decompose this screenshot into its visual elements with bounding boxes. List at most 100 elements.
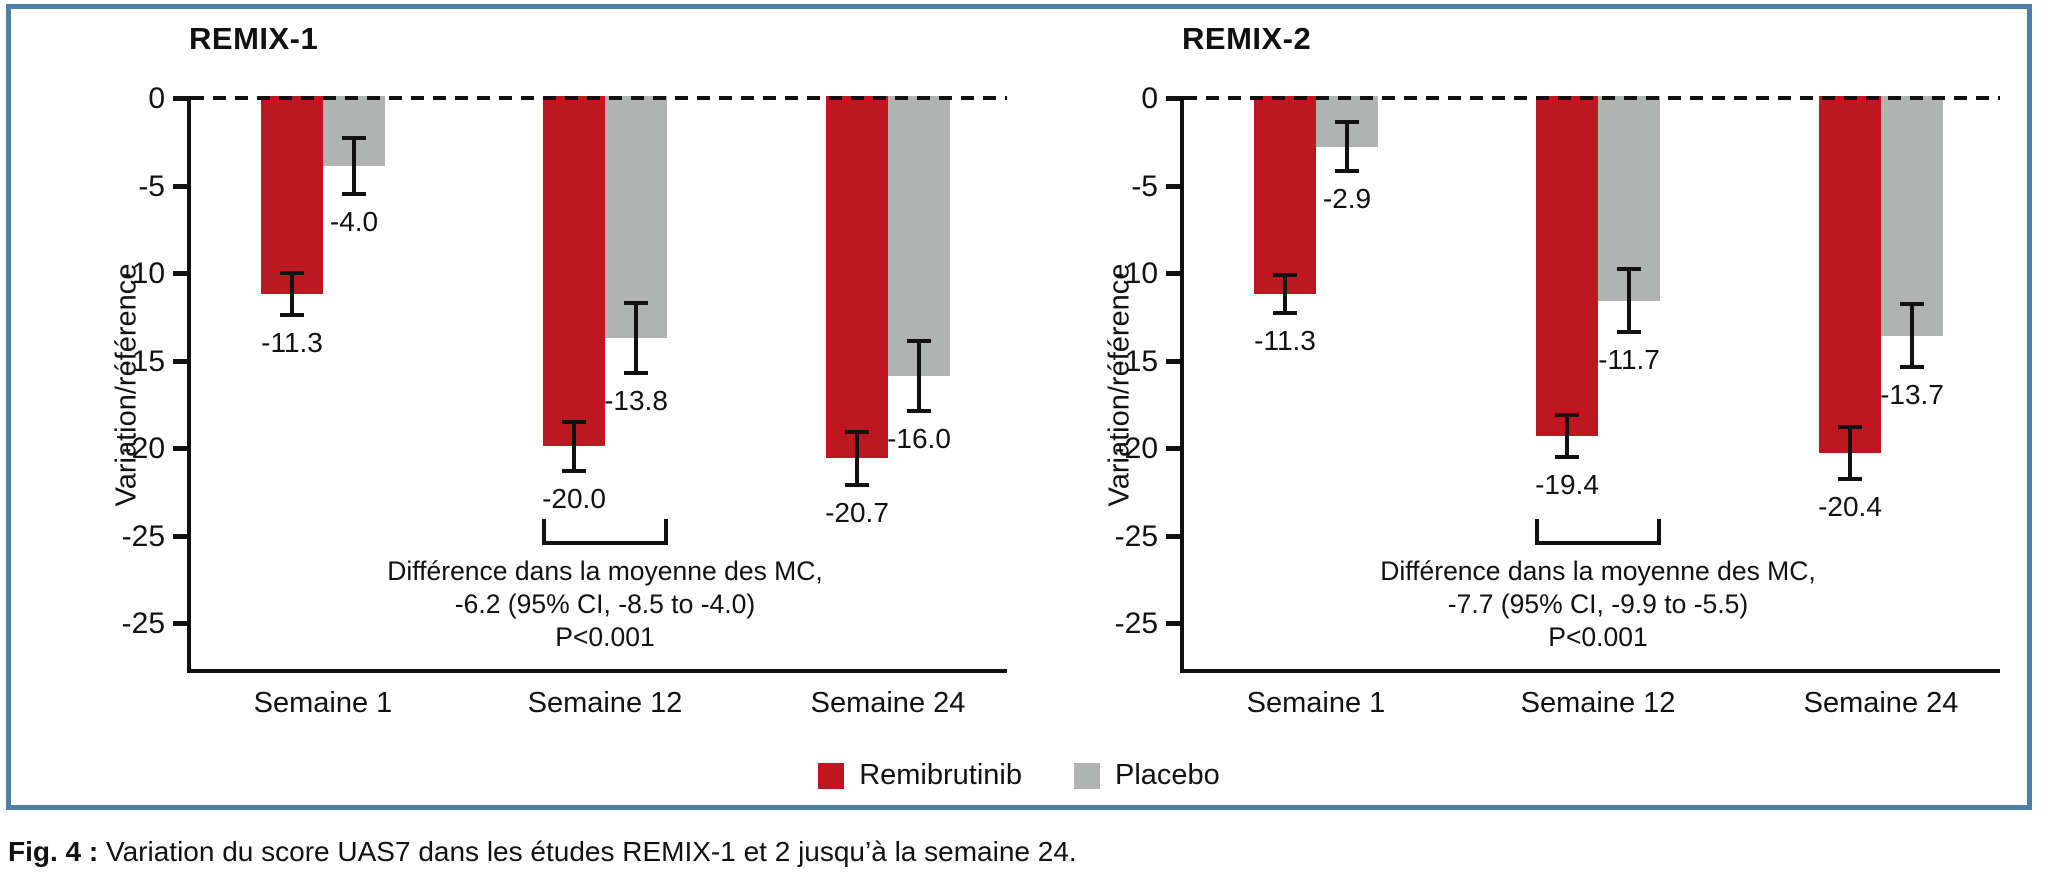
- chart-title: REMIX-1: [189, 21, 319, 56]
- legend-item-placebo: Placebo: [1073, 759, 1220, 792]
- plot-area: 0 -5 -10 -15 -20 -25 -25 Semaine 1 -11.3 -4.0 Sema…: [15, 13, 1015, 753]
- error-bar-cap: [562, 468, 586, 473]
- value-label: -4.0: [329, 206, 379, 237]
- chart-panel-remix-2: REMIX-2 Variation/référence 0 -5 -10 -15 -20…: [1008, 13, 2008, 753]
- zero-baseline: [191, 96, 1007, 100]
- error-bar-line: [572, 421, 576, 471]
- error-bar-line: [1283, 274, 1287, 313]
- y-tick-mark: [173, 183, 187, 189]
- bar-remibrutinib: [826, 96, 888, 459]
- difference-bracket: [542, 519, 668, 545]
- error-bar-cap: [280, 270, 304, 275]
- difference-annotation-line: P<0.001: [555, 622, 655, 652]
- caption-text: Variation du score UAS7 dans les études …: [98, 836, 1077, 867]
- y-tick-mark: [1166, 96, 1180, 101]
- bar-remibrutinib: [1254, 96, 1316, 294]
- bar-placebo: [1598, 96, 1660, 301]
- error-bar-cap: [1838, 477, 1862, 482]
- legend-label-remibrutinib: Remibrutinib: [859, 759, 1022, 791]
- error-bar-line: [1848, 426, 1852, 480]
- y-tick-mark: [1166, 183, 1180, 189]
- bar-remibrutinib: [543, 96, 605, 446]
- bar-placebo: [1881, 96, 1943, 336]
- error-bar-cap: [907, 409, 931, 413]
- y-tick-mark: [173, 446, 187, 451]
- error-bar-line: [1345, 122, 1349, 172]
- error-bar-cap: [1273, 311, 1297, 315]
- plot-area: 0 -5 -10 -15 -20 -25 -25 Semaine 1 -11.3 -2.9 Sema…: [1008, 13, 2008, 753]
- value-label: -11.3: [1254, 325, 1316, 356]
- y-tick-mark: [173, 358, 187, 364]
- value-label: -11.3: [261, 326, 323, 358]
- x-tick-label: Semaine 24: [1803, 687, 1959, 719]
- bar-remibrutinib: [1819, 96, 1881, 453]
- y-tick-mark: [1166, 621, 1180, 626]
- value-label: -19.4: [1535, 468, 1599, 500]
- y-tick-label: -15: [121, 344, 165, 378]
- y-tick-mark: [173, 621, 187, 626]
- error-bar-line: [1565, 414, 1569, 457]
- error-bar-cap: [342, 192, 366, 196]
- y-tick-label: -25: [1114, 519, 1158, 553]
- value-label: -16.0: [887, 423, 951, 454]
- difference-bracket: [1535, 519, 1661, 545]
- y-tick-mark: [1166, 446, 1180, 451]
- bar-placebo: [888, 96, 950, 376]
- error-bar-cap: [845, 482, 869, 487]
- error-bar-line: [1910, 304, 1914, 368]
- error-bar-line: [352, 138, 356, 194]
- y-tick-mark: [1166, 271, 1180, 276]
- legend: Remibrutinib Placebo: [11, 759, 2027, 792]
- difference-annotation-line: P<0.001: [1548, 622, 1648, 652]
- y-tick-label: -15: [1114, 344, 1158, 378]
- bar-remibrutinib: [261, 96, 323, 294]
- y-tick-label: -5: [138, 169, 165, 203]
- error-bar-cap: [624, 300, 648, 305]
- legend-item-remibrutinib: Remibrutinib: [818, 759, 1022, 792]
- caption-label: Fig. 4 :: [8, 836, 99, 867]
- legend-label-placebo: Placebo: [1114, 759, 1220, 791]
- placebo-color-swatch: [1073, 762, 1100, 789]
- error-bar-line: [1627, 269, 1631, 333]
- error-bar-cap: [1273, 272, 1297, 277]
- y-tick-label: -20: [121, 432, 165, 465]
- error-bar-cap: [1617, 330, 1641, 335]
- chart-title: REMIX-2: [1182, 21, 1312, 56]
- y-tick-label: -10: [1114, 257, 1158, 290]
- error-bar-cap: [907, 339, 931, 343]
- error-bar-line: [917, 341, 921, 411]
- y-tick-label: -10: [121, 257, 165, 290]
- difference-annotation: Différence dans la moyenne des MC, -7.7 (…: [1258, 555, 1938, 654]
- y-tick-mark: [173, 271, 187, 276]
- error-bar-line: [634, 302, 638, 373]
- difference-annotation-line: -7.7 (95% CI, -9.9 to -5.5): [1447, 589, 1749, 619]
- bar-remibrutinib: [1536, 96, 1598, 436]
- error-bar-line: [855, 432, 859, 485]
- y-tick-label: -25: [1114, 607, 1158, 640]
- error-bar-cap: [624, 370, 648, 375]
- y-axis-line: [187, 96, 191, 673]
- y-tick-label: -5: [1131, 169, 1158, 203]
- error-bar-cap: [280, 312, 304, 317]
- y-axis-line: [1180, 96, 1184, 673]
- x-tick-label: Semaine 24: [810, 687, 966, 719]
- error-bar-cap: [1617, 267, 1641, 272]
- x-tick-label: Semaine 12: [527, 687, 683, 719]
- value-label: -2.9: [1322, 183, 1372, 215]
- y-tick-label: -20: [1114, 432, 1158, 465]
- error-bar-cap: [1838, 424, 1862, 429]
- bar-placebo: [605, 96, 667, 338]
- figure-border-box: REMIX-1 Variation/référence 0 -5 -10 -15 -20…: [6, 4, 2032, 810]
- error-bar-cap: [1335, 169, 1359, 174]
- remibrutinib-color-swatch: [818, 762, 845, 789]
- error-bar-cap: [1555, 412, 1579, 417]
- y-tick-mark: [1166, 533, 1180, 539]
- y-tick-mark: [173, 533, 187, 539]
- error-bar-line: [290, 272, 294, 315]
- value-label: -11.7: [1598, 344, 1660, 376]
- y-tick-mark: [1166, 358, 1180, 364]
- value-label: -20.7: [825, 496, 889, 528]
- x-tick-label: Semaine 1: [1246, 687, 1386, 719]
- error-bar-cap: [845, 430, 869, 434]
- y-tick-label: 0: [1141, 82, 1158, 115]
